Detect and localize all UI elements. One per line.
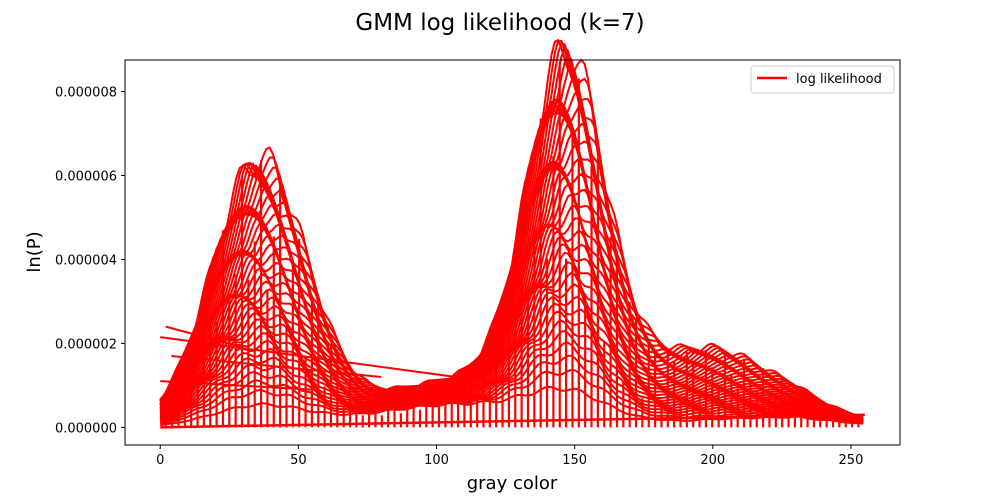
y-tick-label: 0.000004 bbox=[55, 253, 117, 268]
legend-entry-label: log likelihood bbox=[796, 72, 882, 87]
series-layer bbox=[159, 38, 865, 429]
legend-box bbox=[750, 65, 895, 94]
series-line-strand bbox=[160, 385, 864, 427]
x-tick-label: 150 bbox=[562, 453, 587, 468]
x-tick-label: 50 bbox=[290, 453, 307, 468]
x-tick-label: 250 bbox=[839, 453, 864, 468]
series-line-strand bbox=[159, 243, 864, 423]
series-baseline bbox=[160, 413, 865, 429]
y-tick-label: 0.000000 bbox=[55, 421, 117, 436]
series-line-strand bbox=[159, 38, 864, 419]
series-jump-segment bbox=[160, 380, 313, 391]
x-tick-label: 200 bbox=[700, 453, 725, 468]
chart-title: GMM log likelihood (k=7) bbox=[355, 10, 644, 36]
series-line-strand bbox=[159, 271, 864, 423]
y-tick-label: 0.000006 bbox=[55, 169, 117, 184]
series-line-strand bbox=[159, 341, 864, 425]
y-axis: 0.000000 0.000002 0.000004 0.000006 0.000008 bbox=[55, 85, 125, 436]
series-jump-segment bbox=[171, 354, 382, 378]
series-line-strand bbox=[159, 319, 864, 424]
series-line-strand bbox=[159, 354, 864, 425]
x-axis: 0 50 100 150 200 250 bbox=[156, 445, 863, 468]
y-tick-label: 0.000002 bbox=[55, 337, 117, 352]
y-tick-label: 0.000008 bbox=[55, 85, 117, 100]
y-axis-label: ln(P) bbox=[24, 231, 45, 272]
legend: log likelihood bbox=[750, 65, 895, 94]
x-tick-label: 0 bbox=[156, 453, 164, 468]
x-axis-label: gray color bbox=[467, 473, 558, 494]
plot-frame bbox=[124, 59, 901, 446]
series-jump-segment bbox=[165, 325, 244, 349]
x-tick-label: 100 bbox=[424, 453, 449, 468]
series-jump-segment bbox=[160, 336, 456, 378]
